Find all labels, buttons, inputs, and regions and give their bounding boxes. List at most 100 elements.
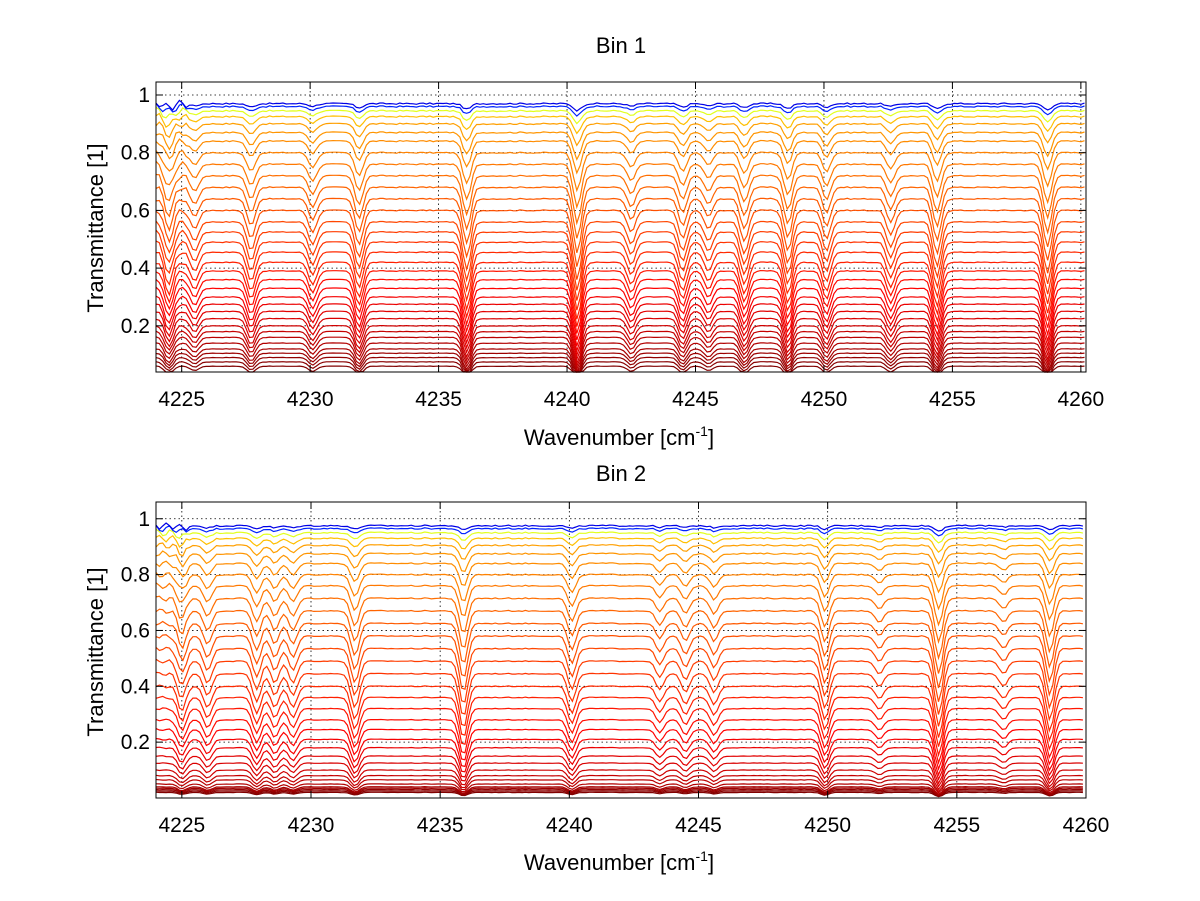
series-line (155, 684, 1083, 738)
series-group (155, 522, 1084, 798)
series-line (155, 728, 1083, 771)
series-line (155, 769, 1083, 791)
plot-frame (155, 501, 1087, 799)
series-line (155, 112, 1085, 135)
series-line (155, 365, 1085, 373)
y-axis: 0.2 0.4 0.6 0.8 1 (121, 508, 1086, 754)
chart-title: Bin 1 (596, 33, 646, 58)
chart-title: Bin 2 (596, 461, 646, 486)
series-line (155, 361, 1085, 373)
series-line (155, 737, 1083, 777)
x-tick-label: 4260 (1058, 388, 1105, 411)
series-line (155, 352, 1085, 374)
x-tick-label: 4230 (287, 388, 334, 411)
series-line (155, 718, 1083, 765)
series-line (155, 229, 1085, 291)
chart-bin-1: Bin 1 4225 4230 4235 4240 4245 4250 4255 4260 0… (83, 33, 1104, 450)
series-line (155, 150, 1085, 193)
series-line (155, 173, 1085, 226)
plot-frame (155, 81, 1087, 373)
x-axis-label: Wavenumber [cm-1] (524, 848, 714, 875)
x-tick-label: 4245 (672, 388, 719, 411)
series-group (155, 99, 1085, 374)
x-axis-label: Wavenumber [cm-1] (524, 423, 714, 450)
series-line (155, 342, 1085, 373)
series-line (155, 755, 1083, 785)
y-tick-label: 0.8 (121, 564, 150, 587)
x-tick-label: 4235 (415, 388, 462, 411)
series-line (155, 99, 1085, 112)
x-tick-label: 4240 (546, 814, 593, 837)
series-line (155, 534, 1084, 554)
series-line (155, 707, 1083, 758)
series-line (155, 324, 1085, 366)
series-line (155, 138, 1085, 175)
series-line (155, 310, 1085, 358)
series-line (155, 571, 1084, 611)
series-line (155, 774, 1083, 793)
series-line (155, 582, 1084, 627)
series-line (155, 550, 1084, 579)
y-tick-label: 0.4 (121, 257, 151, 280)
series-line (155, 620, 1084, 674)
series-line (155, 560, 1084, 594)
series-line (155, 317, 1085, 362)
series-line (155, 261, 1085, 320)
x-tick-label: 4225 (158, 388, 205, 411)
y-tick-label: 0.6 (121, 619, 150, 642)
series-line (155, 671, 1083, 727)
series-line (155, 746, 1083, 781)
chart-bin-2: Bin 2 4225 4230 4235 4240 4245 4250 4255 4260 0… (83, 461, 1109, 875)
series-line (155, 220, 1085, 280)
series-line (155, 524, 1084, 537)
series-line (156, 785, 1083, 796)
series-line (155, 160, 1085, 210)
x-tick-label: 4240 (544, 388, 591, 411)
x-tick-label: 4225 (158, 814, 205, 837)
y-axis-label: Transmittance [1] (83, 567, 108, 736)
plot-background (156, 502, 1086, 798)
y-tick-label: 0.8 (121, 142, 150, 165)
series-line (155, 106, 1085, 125)
series-line (155, 356, 1085, 373)
y-tick-label: 1 (138, 84, 150, 107)
series-line (155, 646, 1084, 702)
series-line (155, 790, 1083, 797)
series-line (155, 121, 1085, 147)
y-tick-label: 0.2 (121, 731, 150, 754)
series-line (155, 634, 1083, 689)
y-tick-label: 0.4 (121, 675, 151, 698)
series-line (155, 240, 1085, 301)
series-line (155, 197, 1085, 253)
series-line (155, 348, 1085, 374)
series-line (155, 608, 1084, 661)
x-axis: 4225 4230 4235 4240 4245 4250 4255 4260 (158, 82, 1104, 411)
series-line (155, 788, 1083, 797)
x-tick-label: 4255 (933, 814, 980, 837)
series-line (155, 286, 1085, 341)
series-line (155, 762, 1083, 788)
series-line (155, 336, 1085, 371)
x-axis: 4225 4230 4235 4240 4245 4250 4255 4260 (158, 502, 1109, 837)
x-tick-label: 4230 (288, 814, 335, 837)
series-line (155, 695, 1083, 747)
series-line (155, 528, 1084, 544)
series-line (156, 251, 1085, 311)
series-line (155, 778, 1083, 794)
series-line (155, 787, 1083, 797)
x-tick-label: 4255 (929, 388, 976, 411)
x-tick-label: 4235 (417, 814, 464, 837)
series-line (155, 278, 1085, 334)
series-line (155, 522, 1084, 532)
series-line (155, 269, 1085, 327)
y-tick-label: 0.2 (121, 315, 150, 338)
series-line (155, 186, 1085, 239)
series-line (155, 208, 1085, 267)
series-line (155, 783, 1083, 795)
x-tick-label: 4245 (675, 814, 722, 837)
series-line (155, 330, 1085, 368)
y-tick-label: 0.6 (121, 199, 150, 222)
series-line (155, 102, 1085, 117)
series-line (155, 295, 1085, 347)
